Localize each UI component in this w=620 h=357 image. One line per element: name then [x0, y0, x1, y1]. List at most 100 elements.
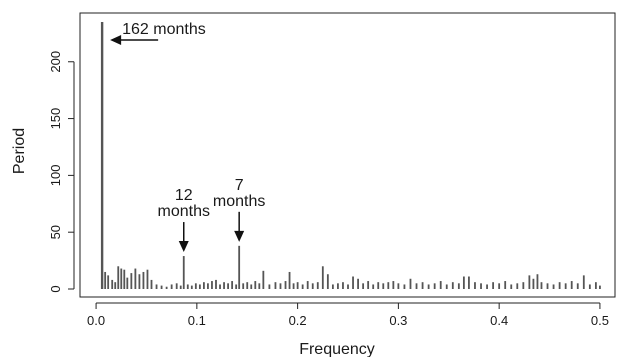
bar: [111, 279, 114, 289]
y-tick-label: 150: [48, 108, 63, 130]
bar: [576, 283, 579, 289]
annotation-label: months: [158, 203, 210, 220]
annotation-label: months: [213, 193, 265, 210]
bar: [238, 245, 241, 289]
x-tick-label: 0.1: [188, 313, 206, 328]
bar: [227, 283, 229, 289]
bar: [150, 279, 153, 289]
bar: [377, 282, 380, 289]
bar: [182, 256, 185, 289]
x-tick-label: 0.5: [591, 313, 609, 328]
bar: [284, 281, 287, 289]
bar: [468, 276, 470, 289]
y-tick-label: 200: [48, 51, 63, 73]
bar: [250, 284, 253, 289]
bar: [246, 282, 249, 289]
bar: [223, 282, 225, 289]
bar: [117, 266, 120, 289]
x-axis: 0.0 0.1 0.2 0.3 0.4 0.5: [87, 302, 609, 328]
y-axis: 0 50 100 150 200: [48, 51, 75, 293]
bar: [231, 281, 234, 289]
bar: [274, 282, 277, 289]
bar: [268, 284, 271, 289]
bar: [498, 283, 501, 289]
bar: [492, 282, 495, 289]
bar: [215, 279, 217, 289]
plot-frame: [79, 12, 616, 298]
bar: [123, 269, 126, 289]
bar: [392, 281, 395, 289]
bar: [451, 282, 454, 289]
bar: [138, 274, 141, 289]
bar: [528, 275, 531, 289]
bar: [552, 284, 555, 289]
x-tick-label: 0.4: [490, 313, 508, 328]
annotation-arrowhead: [110, 35, 122, 45]
bar: [190, 285, 193, 289]
bar: [203, 282, 205, 289]
annotation-arrowhead: [234, 230, 245, 242]
bar: [194, 283, 197, 289]
bar: [288, 271, 291, 289]
bar: [198, 284, 201, 289]
bar: [367, 281, 370, 289]
bar: [100, 22, 104, 289]
bar: [219, 284, 221, 289]
bar: [331, 284, 334, 289]
bar: [126, 277, 129, 289]
bar: [599, 285, 601, 289]
annotation-arrowhead: [178, 241, 189, 253]
bar: [342, 282, 344, 289]
bars-layer: [100, 22, 601, 289]
bar: [594, 282, 597, 289]
bar: [445, 284, 448, 289]
bar: [421, 282, 424, 289]
bar: [540, 282, 543, 289]
bar: [510, 284, 513, 289]
bar: [160, 285, 163, 289]
bar: [279, 283, 282, 289]
bar: [316, 282, 319, 289]
bar: [582, 275, 585, 289]
bar: [292, 283, 295, 289]
x-tick-label: 0.3: [389, 313, 407, 328]
bar: [397, 283, 400, 289]
bar: [175, 283, 178, 289]
bar: [504, 281, 507, 289]
bar: [415, 283, 418, 289]
bar: [301, 284, 304, 289]
bar: [486, 284, 488, 289]
x-axis-title: Frequency: [299, 341, 375, 357]
x-tick-label: 0.0: [87, 313, 105, 328]
bar: [306, 281, 309, 289]
bar: [134, 268, 137, 289]
bar: [114, 282, 117, 289]
x-tick-label: 0.2: [289, 313, 307, 328]
bar: [439, 281, 442, 289]
bar: [347, 284, 349, 289]
bar: [142, 271, 145, 289]
bar: [104, 271, 107, 289]
bar: [433, 283, 436, 289]
bar: [357, 278, 359, 289]
bar: [403, 284, 406, 289]
bar: [362, 283, 365, 289]
bar: [409, 278, 412, 289]
bar: [564, 283, 567, 289]
bar: [155, 284, 158, 289]
bar: [311, 283, 314, 289]
bar: [207, 283, 209, 289]
bar: [120, 268, 123, 289]
annotation-label: 162 months: [122, 21, 206, 38]
bar: [186, 284, 189, 289]
bar: [546, 283, 549, 289]
y-axis-title: Period: [11, 128, 28, 174]
y-tick-label: 50: [48, 225, 63, 239]
bar: [558, 282, 561, 289]
bar: [570, 281, 573, 289]
bar: [457, 283, 460, 289]
bar: [474, 282, 476, 289]
